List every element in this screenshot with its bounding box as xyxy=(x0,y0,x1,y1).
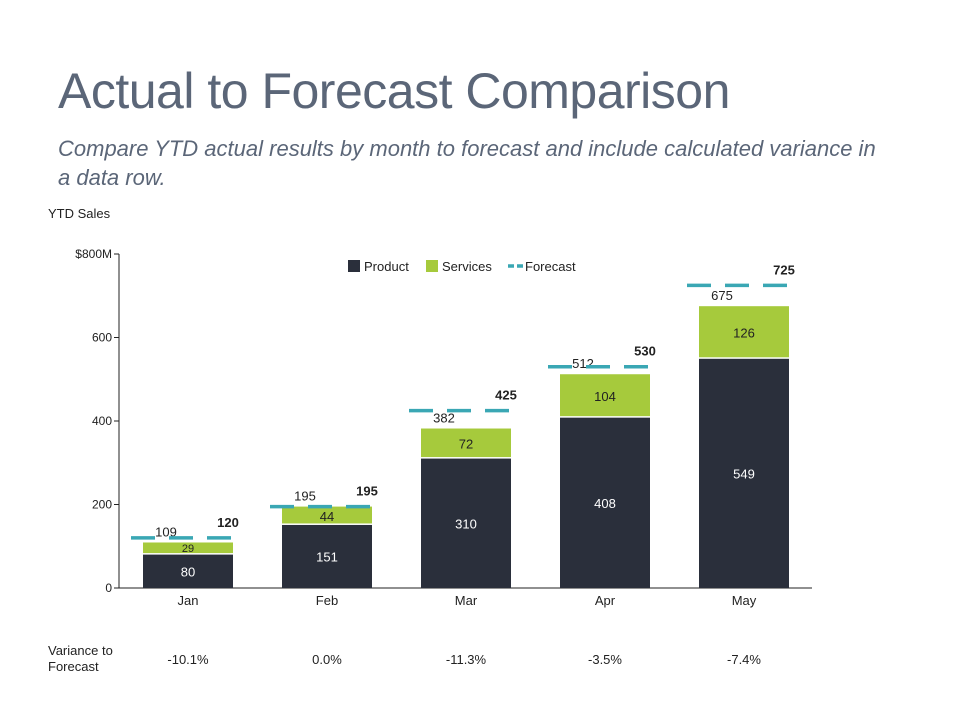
product-bar xyxy=(282,524,372,588)
y-tick-label: 600 xyxy=(92,331,112,345)
legend-label-forecast: Forecast xyxy=(525,259,576,274)
x-tick-label: Jan xyxy=(178,593,199,608)
services-bar xyxy=(699,306,789,358)
variance-value: -11.3% xyxy=(445,652,487,667)
services-bar xyxy=(421,428,511,458)
y-tick-label: 0 xyxy=(105,581,112,595)
services-value-label: 72 xyxy=(459,437,473,452)
legend-swatch-services xyxy=(426,260,438,272)
product-bar xyxy=(421,458,511,588)
services-bar xyxy=(143,542,233,554)
legend-label-product: Product xyxy=(364,259,409,274)
variance-value: -10.1% xyxy=(167,652,209,667)
total-value-label: 675 xyxy=(711,288,733,303)
forecast-value-label: 120 xyxy=(217,515,239,530)
variance-value: -3.5% xyxy=(588,652,622,667)
total-value-label: 195 xyxy=(294,489,316,504)
y-tick-label: 400 xyxy=(92,414,112,428)
forecast-value-label: 425 xyxy=(495,388,517,403)
forecast-value-label: 530 xyxy=(634,344,656,359)
variance-value: 0.0% xyxy=(312,652,342,667)
page-title: Actual to Forecast Comparison xyxy=(58,63,730,119)
product-value-label: 151 xyxy=(316,549,338,564)
total-value-label: 512 xyxy=(572,356,594,371)
variance-value: -7.4% xyxy=(727,652,761,667)
legend-swatch-product xyxy=(348,260,360,272)
product-value-label: 310 xyxy=(455,516,477,531)
product-value-label: 408 xyxy=(594,496,616,511)
product-bar xyxy=(560,417,650,588)
x-tick-label: Apr xyxy=(595,593,616,608)
product-value-label: 80 xyxy=(181,564,195,579)
legend xyxy=(348,260,524,272)
variance-row-label: Variance to Forecast xyxy=(48,643,113,674)
y-tick-label: 200 xyxy=(92,498,112,512)
product-bar xyxy=(143,554,233,588)
services-value-label: 44 xyxy=(320,509,334,524)
product-value-label: 549 xyxy=(733,466,755,481)
total-value-label: 109 xyxy=(155,524,177,539)
services-bar xyxy=(560,374,650,417)
y-axis-label: YTD Sales xyxy=(48,206,111,221)
services-bar xyxy=(282,506,372,524)
forecast-value-label: 725 xyxy=(773,262,795,277)
x-tick-label: May xyxy=(732,593,757,608)
forecast-value-label: 195 xyxy=(356,484,378,499)
page-subtitle: Compare YTD actual results by month to f… xyxy=(58,136,876,190)
total-value-label: 382 xyxy=(433,411,455,426)
x-tick-label: Feb xyxy=(316,593,338,608)
x-tick-label: Mar xyxy=(455,593,478,608)
product-bar xyxy=(699,358,789,588)
services-value-label: 126 xyxy=(733,325,755,340)
y-tick-label: $800M xyxy=(75,247,112,261)
services-value-label: 104 xyxy=(594,389,616,404)
services-value-label: 29 xyxy=(182,543,194,555)
legend-label-services: Services xyxy=(442,259,492,274)
